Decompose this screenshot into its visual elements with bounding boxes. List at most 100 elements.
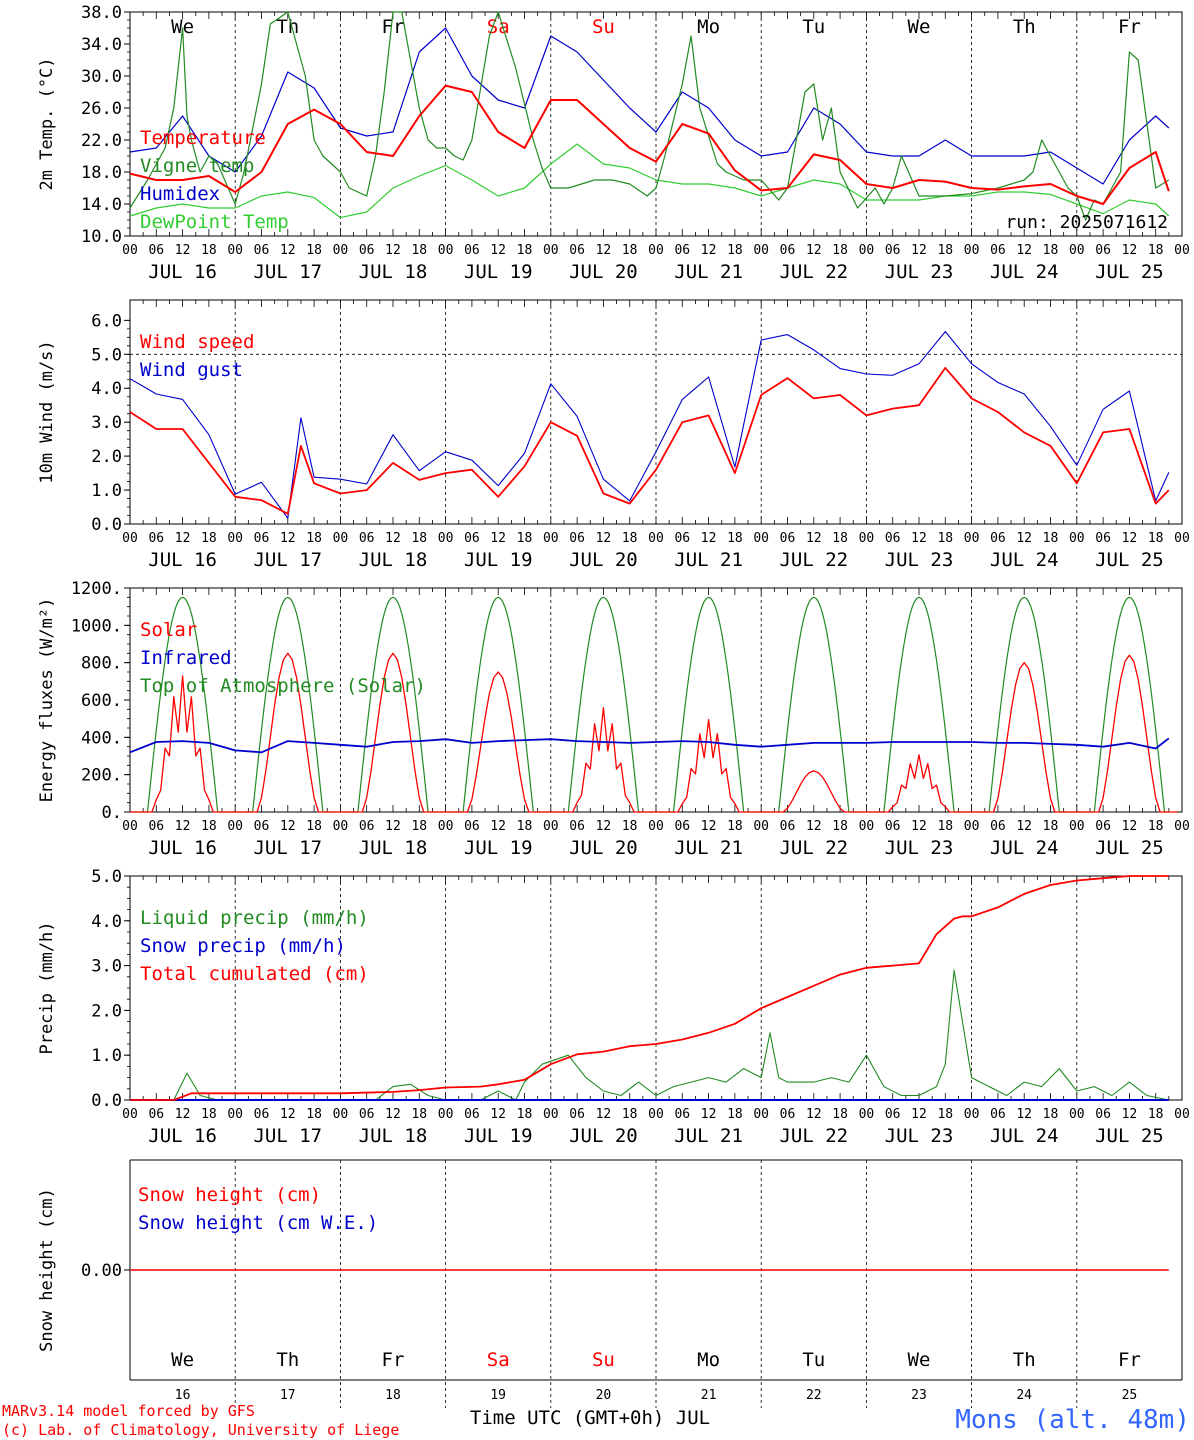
- hour-tick-label: 12: [1122, 819, 1138, 834]
- y-tick-label: 0.0: [91, 515, 122, 535]
- day-label: JUL 18: [359, 837, 428, 859]
- hour-tick-label: 18: [411, 243, 427, 258]
- day-number-label: 23: [911, 1388, 927, 1403]
- hour-tick-label: 00: [333, 243, 349, 258]
- y-tick-label: 5.0: [91, 867, 122, 887]
- hour-tick-label: 00: [227, 819, 243, 834]
- hour-tick-label: 18: [201, 1107, 217, 1122]
- time-ticks: [129, 876, 1183, 1100]
- day-number-label: 25: [1122, 1388, 1138, 1403]
- hour-tick-label: 18: [1043, 819, 1059, 834]
- hour-tick-label: 18: [517, 1107, 533, 1122]
- y-tick-label: 1.0: [91, 481, 122, 501]
- legend-entry: Solar: [140, 619, 197, 641]
- y-tick-label: 30.0: [81, 67, 122, 87]
- day-label: JUL 20: [569, 1125, 638, 1147]
- day-label: JUL 22: [779, 261, 848, 283]
- y-tick-label: 0.00: [81, 1261, 122, 1281]
- x-axis-label: Time UTC (GMT+0h) JUL: [470, 1407, 710, 1429]
- day-label: JUL 20: [569, 549, 638, 571]
- hour-tick-label: 06: [780, 243, 796, 258]
- hour-tick-label: 00: [964, 819, 980, 834]
- day-label: JUL 17: [253, 549, 322, 571]
- hour-tick-label: 12: [175, 1107, 191, 1122]
- hour-tick-label: 18: [517, 819, 533, 834]
- hour-tick-label: 12: [175, 819, 191, 834]
- hour-tick-label: 18: [1148, 243, 1164, 258]
- day-label: JUL 23: [885, 837, 954, 859]
- day-label: JUL 21: [674, 549, 743, 571]
- hour-tick-label: 12: [1016, 1107, 1032, 1122]
- hour-tick-label: 06: [359, 531, 375, 546]
- day-label: JUL 17: [253, 837, 322, 859]
- hour-tick-label: 12: [596, 531, 612, 546]
- series-line-vigne-temp: [129, 11, 1170, 221]
- y-tick-label: 600.: [81, 691, 122, 711]
- weekday-label: We: [171, 1349, 194, 1371]
- hour-tick-label: 00: [543, 531, 559, 546]
- day-number-label: 24: [1016, 1388, 1032, 1403]
- day-label: JUL 19: [464, 1125, 533, 1147]
- credit-line-1: MARv3.14 model forced by GFS: [2, 1402, 255, 1420]
- y-axis-label: Snow height (cm): [37, 1188, 57, 1352]
- day-number-label: 22: [806, 1388, 822, 1403]
- weekday-label: We: [908, 1349, 931, 1371]
- hour-tick-label: 06: [148, 1107, 164, 1122]
- hour-tick-label: 12: [911, 243, 927, 258]
- y-tick-label: 200.: [81, 766, 122, 786]
- legend-entry: Top of Atmosphere (Solar): [140, 675, 426, 697]
- hour-tick-label: 06: [254, 1107, 270, 1122]
- legend-entry: Infrared: [140, 647, 232, 669]
- hour-tick-label: 18: [1148, 531, 1164, 546]
- series-line-wind-speed: [129, 366, 1170, 515]
- y-tick-label: 1.0: [91, 1046, 122, 1066]
- day-label: JUL 23: [885, 261, 954, 283]
- day-label: JUL 24: [990, 549, 1059, 571]
- y-tick-label: 26.0: [81, 99, 122, 119]
- hour-tick-label: 06: [780, 531, 796, 546]
- day-number-label: 20: [596, 1388, 612, 1403]
- hour-tick-label: 06: [569, 531, 585, 546]
- legend-entry: Wind speed: [140, 331, 254, 353]
- hour-tick-label: 18: [937, 243, 953, 258]
- hour-tick-label: 06: [1095, 819, 1111, 834]
- hour-tick-label: 00: [964, 531, 980, 546]
- legend-entry: Humidex: [140, 183, 220, 205]
- hour-tick-label: 00: [753, 243, 769, 258]
- day-label: JUL 16: [148, 549, 217, 571]
- y-tick-label: 4.0: [91, 379, 122, 399]
- weekday-label: We: [171, 16, 194, 38]
- hour-tick-label: 12: [701, 243, 717, 258]
- y-minor-ticks: [127, 319, 130, 525]
- hour-tick-label: 12: [1016, 243, 1032, 258]
- legend-entry: Snow precip (mm/h): [140, 935, 346, 957]
- hour-tick-label: 12: [385, 1107, 401, 1122]
- series-line-total-cumulated: [130, 875, 1169, 1101]
- hour-tick-label: 18: [201, 243, 217, 258]
- hour-tick-label: 18: [727, 1107, 743, 1122]
- day-label: JUL 25: [1095, 261, 1164, 283]
- time-ticks: [129, 300, 1183, 524]
- hour-tick-label: 00: [859, 243, 875, 258]
- hour-tick-label: 06: [990, 1107, 1006, 1122]
- hour-tick-label: 00: [122, 1107, 138, 1122]
- hour-tick-label: 18: [306, 819, 322, 834]
- hour-tick-label: 12: [806, 531, 822, 546]
- day-number-label: 16: [175, 1388, 191, 1403]
- hour-tick-label: 18: [201, 531, 217, 546]
- hour-tick-label: 18: [832, 243, 848, 258]
- hour-tick-label: 00: [1174, 243, 1190, 258]
- weekday-label: Sa: [487, 1349, 510, 1371]
- day-label: JUL 18: [359, 549, 428, 571]
- weekday-label: Sa: [487, 16, 510, 38]
- hour-tick-label: 12: [806, 243, 822, 258]
- y-tick-label: 22.0: [81, 131, 122, 151]
- weekday-label: We: [908, 16, 931, 38]
- hour-tick-label: 00: [1069, 531, 1085, 546]
- legend-entry: Wind gust: [140, 359, 243, 381]
- y-tick-label: 6.0: [91, 311, 122, 331]
- hour-tick-label: 00: [1069, 1107, 1085, 1122]
- hour-tick-label: 12: [280, 531, 296, 546]
- hour-tick-label: 12: [385, 243, 401, 258]
- hour-tick-label: 12: [596, 819, 612, 834]
